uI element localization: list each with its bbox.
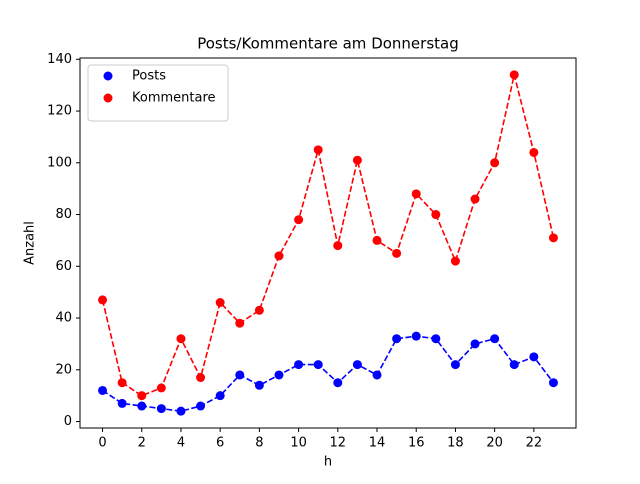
data-point [470, 194, 480, 204]
data-point [548, 233, 558, 243]
data-point [137, 401, 147, 411]
y-tick-label: 20 [55, 362, 72, 377]
data-point [431, 210, 441, 220]
data-point [450, 360, 460, 370]
legend-marker [103, 71, 113, 81]
data-point [313, 360, 323, 370]
data-point [352, 155, 362, 165]
y-tick-label: 140 [47, 52, 72, 67]
y-tick-label: 80 [55, 207, 72, 222]
series-line [101, 74, 555, 397]
x-tick-label: 4 [177, 436, 185, 451]
data-point [431, 334, 441, 344]
data-point [490, 158, 500, 168]
data-point [411, 189, 421, 199]
legend-label: Posts [132, 69, 166, 84]
y-axis-label: Anzahl [23, 221, 38, 265]
data-point [274, 370, 284, 380]
data-point [196, 401, 206, 411]
data-point [215, 298, 225, 308]
data-point [392, 248, 402, 258]
data-point [392, 334, 402, 344]
y-tick-label: 40 [55, 311, 72, 326]
chart-title: Posts/Kommentare am Donnerstag [197, 35, 459, 53]
data-point [117, 398, 127, 408]
data-point [313, 145, 323, 155]
x-tick-label: 8 [255, 436, 263, 451]
data-point [529, 147, 539, 157]
x-tick-label: 6 [216, 436, 224, 451]
x-tick-label: 18 [447, 436, 464, 451]
x-tick-label: 16 [408, 436, 425, 451]
data-point [509, 70, 519, 80]
data-point [509, 360, 519, 370]
data-point [352, 360, 362, 370]
y-tick-label: 120 [47, 104, 72, 119]
data-point [333, 241, 343, 251]
x-tick-label: 20 [486, 436, 503, 451]
data-point [156, 404, 166, 414]
data-point [137, 391, 147, 401]
data-point [176, 334, 186, 344]
data-point [529, 352, 539, 362]
data-point [254, 305, 264, 315]
y-tick-label: 60 [55, 259, 72, 274]
data-point [235, 370, 245, 380]
data-point [490, 334, 500, 344]
data-point [333, 378, 343, 388]
data-point [294, 215, 304, 225]
data-point [98, 295, 108, 305]
x-tick-label: 2 [138, 436, 146, 451]
data-point [196, 373, 206, 383]
x-tick-label: 14 [369, 436, 386, 451]
data-point [372, 370, 382, 380]
x-tick-label: 10 [290, 436, 307, 451]
x-axis-label: h [324, 455, 332, 470]
y-tick-label: 0 [64, 414, 72, 429]
data-point [372, 235, 382, 245]
x-tick-label: 22 [526, 436, 543, 451]
data-point [117, 378, 127, 388]
data-point [235, 318, 245, 328]
legend-box [87, 64, 229, 122]
data-point [294, 360, 304, 370]
data-point [156, 383, 166, 393]
x-tick-label: 12 [330, 436, 347, 451]
data-point [254, 380, 264, 390]
y-tick-label: 100 [47, 155, 72, 170]
x-tick-label: 0 [98, 436, 106, 451]
data-point [176, 406, 186, 416]
data-point [98, 385, 108, 395]
legend-marker [103, 93, 113, 103]
data-point [274, 251, 284, 261]
data-point [470, 339, 480, 349]
data-point [450, 256, 460, 266]
legend-label: Kommentare [132, 91, 216, 106]
data-point [411, 331, 421, 341]
data-point [215, 391, 225, 401]
plot-frame [79, 57, 577, 429]
data-point [548, 378, 558, 388]
